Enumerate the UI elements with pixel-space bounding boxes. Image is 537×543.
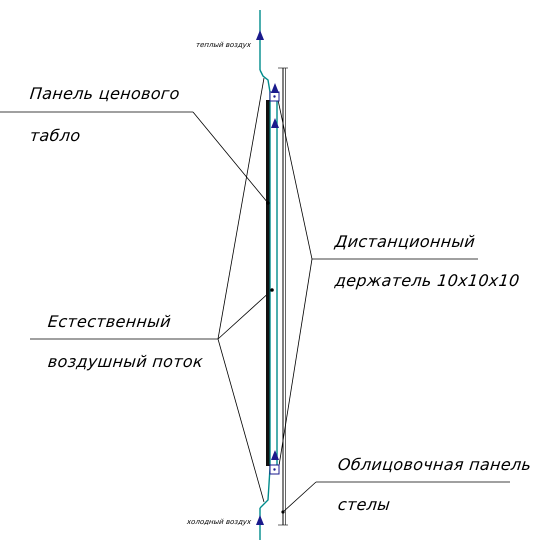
arrow-up-icon — [271, 118, 279, 128]
airflow-path — [259, 10, 278, 540]
arrow-up-icon — [271, 83, 279, 93]
arrow-up-icon — [256, 515, 264, 525]
panel-mid-point — [270, 288, 274, 292]
price-panel-label-line2: табло — [29, 126, 82, 145]
cold-air-label: холодный воздух — [186, 518, 252, 526]
natural-airflow-label-line1: Естественный — [47, 312, 173, 331]
arrow-up-icon — [256, 30, 264, 40]
cladding-panel — [278, 67, 288, 526]
cladding-panel-label-line2: стелы — [337, 495, 392, 514]
price-board-panel — [266, 100, 270, 466]
cladding-node-point — [281, 510, 285, 514]
airflow-arrows — [256, 30, 279, 525]
leader-airflow — [30, 77, 273, 503]
arrow-up-icon — [271, 450, 279, 460]
spacer-holder-label-line1: Дистанционный — [334, 232, 477, 251]
panel-node-point — [266, 201, 270, 205]
warm-air-label: теплый воздух — [195, 41, 252, 49]
leader-cladding — [282, 481, 510, 513]
leader-panel — [0, 111, 269, 204]
spacer-holder-label-line2: держатель 10x10x10 — [334, 271, 521, 290]
cladding-panel-label-line1: Облицовочная панель — [337, 455, 533, 474]
price-panel-label-line1: Панель ценового — [29, 84, 181, 103]
leader-spacer — [277, 99, 478, 473]
natural-airflow-label-line2: воздушный поток — [47, 352, 204, 371]
